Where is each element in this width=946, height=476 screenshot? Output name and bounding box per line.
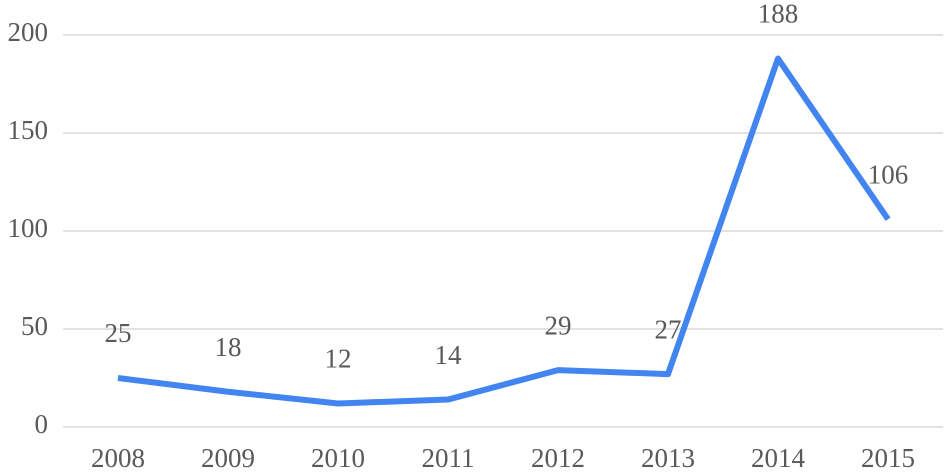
data-label: 188	[758, 0, 799, 29]
data-label: 29	[545, 310, 572, 340]
x-tick-label: 2012	[531, 443, 585, 471]
data-label: 18	[215, 332, 242, 362]
x-tick-label: 2010	[311, 443, 365, 471]
x-tick-label: 2014	[751, 443, 806, 471]
y-tick-label: 0	[35, 409, 49, 439]
x-tick-label: 2009	[201, 443, 255, 471]
y-tick-label: 50	[21, 311, 48, 341]
data-label: 27	[655, 314, 682, 344]
data-label: 14	[435, 340, 463, 370]
data-label: 12	[325, 344, 352, 374]
x-tick-label: 2013	[641, 443, 695, 471]
y-tick-label: 200	[8, 17, 49, 47]
x-tick-label: 2015	[861, 443, 915, 471]
data-label: 25	[105, 318, 132, 348]
data-label: 106	[868, 159, 909, 189]
x-tick-label: 2008	[91, 443, 145, 471]
y-tick-label: 150	[8, 115, 49, 145]
line	[117, 55, 891, 407]
x-tick-label: 2011	[422, 443, 475, 471]
y-tick-label: 100	[8, 213, 49, 243]
